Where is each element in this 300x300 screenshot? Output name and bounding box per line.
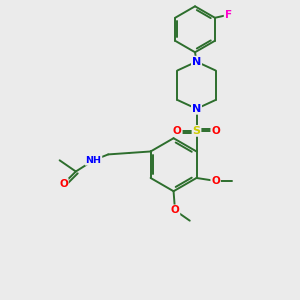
Text: O: O bbox=[171, 206, 179, 215]
Text: O: O bbox=[173, 126, 182, 136]
Text: NH: NH bbox=[85, 156, 101, 165]
Text: O: O bbox=[211, 126, 220, 136]
Text: O: O bbox=[59, 179, 68, 189]
Text: O: O bbox=[211, 176, 220, 186]
Text: N: N bbox=[192, 104, 201, 114]
Text: N: N bbox=[192, 57, 201, 67]
Text: F: F bbox=[225, 10, 232, 20]
Text: S: S bbox=[193, 126, 200, 136]
